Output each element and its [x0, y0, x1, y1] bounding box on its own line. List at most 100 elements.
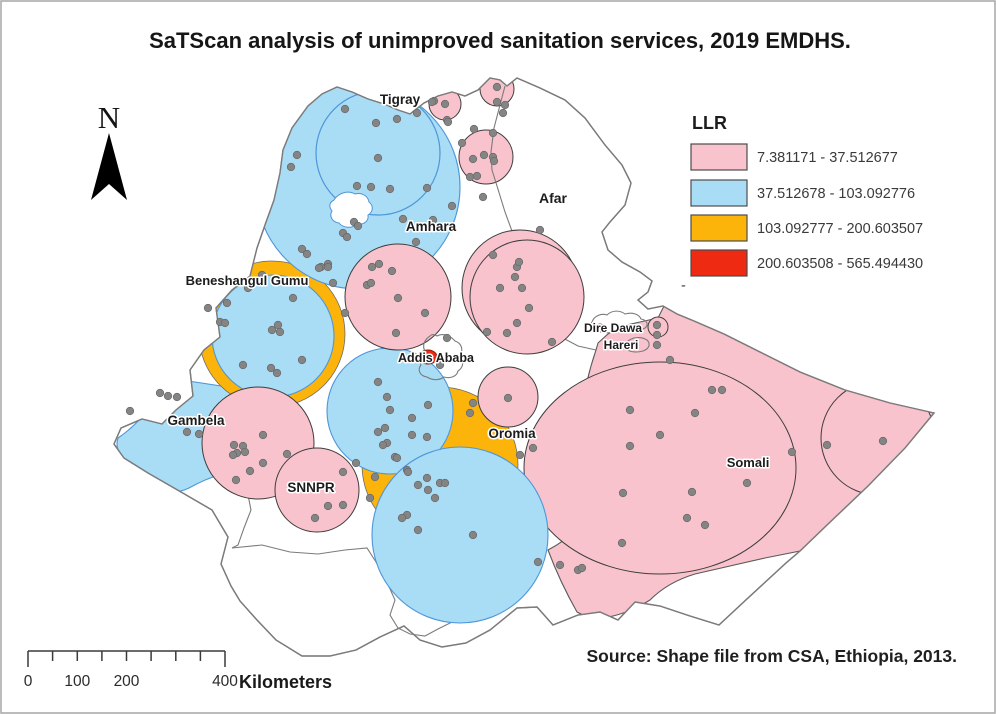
survey-point: [468, 530, 478, 540]
survey-point: [682, 513, 692, 523]
cluster-pink: [274, 447, 360, 533]
survey-point: [515, 450, 525, 460]
lake-tana: [329, 191, 373, 228]
survey-point: [374, 259, 384, 269]
survey-point: [203, 303, 213, 313]
survey-point: [155, 388, 165, 398]
region-label-snnpr: SNNPR: [287, 480, 335, 495]
survey-point: [430, 493, 440, 503]
legend-label: 200.603508 - 565.494430: [757, 256, 923, 272]
scale-tick-400: 400: [212, 673, 238, 690]
survey-point: [503, 393, 513, 403]
region-label-gambela: Gambela: [167, 413, 225, 428]
survey-point: [257, 270, 267, 280]
survey-point: [413, 480, 423, 490]
survey-point: [524, 303, 534, 313]
survey-point: [517, 283, 527, 293]
survey-cluster-dots: [125, 82, 888, 575]
survey-point: [302, 249, 312, 259]
survey-point: [423, 485, 433, 495]
survey-point: [617, 538, 627, 548]
survey-point: [435, 360, 445, 370]
legend: LLR 7.381171 - 37.512677 37.512678 - 103…: [681, 113, 923, 294]
survey-point: [495, 283, 505, 293]
survey-point: [472, 171, 482, 181]
survey-point: [366, 182, 376, 192]
region-label-afar: Afar: [539, 190, 568, 206]
survey-point: [392, 453, 402, 463]
survey-point: [423, 400, 433, 410]
survey-point: [342, 232, 352, 242]
survey-point: [407, 413, 417, 423]
survey-point: [478, 192, 488, 202]
legend-swatch-orange: [690, 214, 748, 242]
survey-point: [182, 427, 192, 437]
legend-label: 7.381171 - 37.512677: [757, 150, 898, 166]
survey-point: [385, 405, 395, 415]
survey-point: [412, 108, 422, 118]
survey-point: [125, 406, 135, 416]
survey-point: [488, 128, 498, 138]
survey-point: [447, 201, 457, 211]
survey-point: [652, 330, 662, 340]
cluster-red: [418, 349, 438, 365]
survey-point: [245, 466, 255, 476]
region-border-line: [590, 310, 648, 334]
survey-point: [288, 293, 298, 303]
survey-point: [275, 327, 285, 337]
legend-stray-mark: -: [681, 278, 686, 294]
survey-point: [282, 449, 292, 459]
survey-point: [465, 172, 475, 182]
survey-point: [328, 278, 338, 288]
survey-point: [717, 385, 727, 395]
survey-point: [338, 500, 348, 510]
survey-point: [266, 363, 276, 373]
survey-point: [457, 138, 467, 148]
page-title: SaTScan analysis of unimproved sanitatio…: [149, 28, 851, 53]
region-label-addis-ababa: Addis Ababa: [398, 351, 475, 365]
survey-point: [398, 214, 408, 224]
survey-point: [655, 430, 665, 440]
ethiopia-map: Tigray Afar Amhara Beneshangul Gumu Gambela S…: [113, 77, 936, 657]
survey-point: [323, 262, 333, 272]
survey-point: [373, 153, 383, 163]
survey-point: [382, 392, 392, 402]
survey-point: [492, 97, 502, 107]
survey-point: [297, 244, 307, 254]
scale-bar: 0 100 200 400 Kilometers: [24, 650, 332, 692]
survey-point: [413, 525, 423, 535]
survey-point: [371, 118, 381, 128]
region-label-oromia: Oromia: [488, 426, 536, 441]
survey-point: [479, 150, 489, 160]
survey-point: [878, 436, 888, 446]
survey-point: [443, 117, 453, 127]
survey-point: [323, 501, 333, 511]
survey-point: [502, 328, 512, 338]
region-label-somali: Somali: [727, 455, 770, 470]
survey-point: [440, 478, 450, 488]
survey-point: [353, 221, 363, 231]
legend-title: LLR: [692, 113, 727, 133]
survey-point: [690, 408, 700, 418]
source-note: Source: Shape file from CSA, Ethiopia, 2…: [586, 646, 957, 666]
survey-point: [420, 308, 430, 318]
survey-point: [163, 391, 173, 401]
survey-point: [555, 560, 565, 570]
cluster-pink: [469, 239, 585, 355]
survey-point: [500, 100, 510, 110]
survey-point: [273, 320, 283, 330]
survey-point: [231, 475, 241, 485]
survey-point: [700, 520, 710, 530]
survey-point: [687, 487, 697, 497]
survey-point: [272, 368, 282, 378]
cluster-blue: [211, 274, 335, 398]
survey-point: [707, 385, 717, 395]
survey-point: [367, 262, 377, 272]
scale-tick-200: 200: [114, 673, 140, 690]
survey-point: [286, 162, 296, 172]
survey-point: [427, 97, 437, 107]
scale-tick-0: 0: [24, 673, 33, 690]
survey-point: [373, 377, 383, 387]
survey-point: [292, 150, 302, 160]
survey-point: [468, 154, 478, 164]
